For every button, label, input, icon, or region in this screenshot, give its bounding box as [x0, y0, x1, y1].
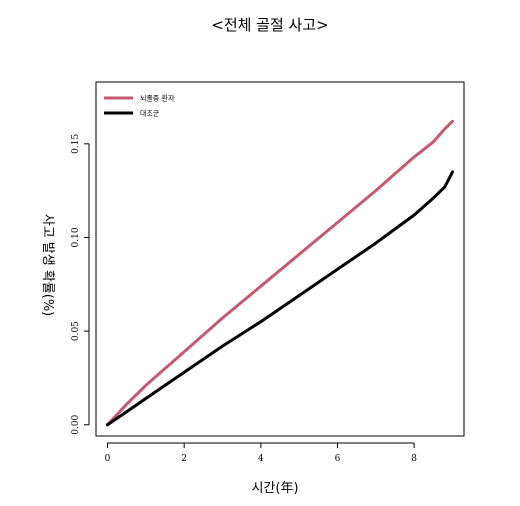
y-axis: 0.00 0.05 0.10 0.15 — [71, 134, 90, 435]
y-tick-label: 0.10 — [71, 227, 81, 247]
plot-frame — [95, 81, 465, 437]
y-tick-label: 0.00 — [71, 414, 81, 434]
x-tick-label: 8 — [411, 454, 417, 464]
y-tick-label: 0.05 — [71, 321, 81, 341]
x-tick-label: 4 — [258, 454, 264, 464]
x-tick-label: 0 — [105, 454, 111, 464]
x-axis-title: 시간(年) — [251, 481, 298, 496]
y-axis-title: 사고 발생 확률(%) — [40, 214, 55, 317]
x-tick-label: 2 — [181, 454, 187, 464]
series-line-2 — [106, 170, 454, 427]
x-tick-label: 6 — [335, 454, 341, 464]
legend-label-1: 뇌졸중 환자 — [140, 94, 175, 103]
chart-title: <전체 골절 사고> — [211, 16, 328, 34]
series-line-1 — [106, 119, 454, 427]
legend-label-2: 대조군 — [140, 110, 160, 118]
x-axis: 0 2 4 6 8 — [105, 442, 417, 464]
series-layer — [106, 119, 454, 427]
y-tick-label: 0.15 — [71, 134, 81, 154]
